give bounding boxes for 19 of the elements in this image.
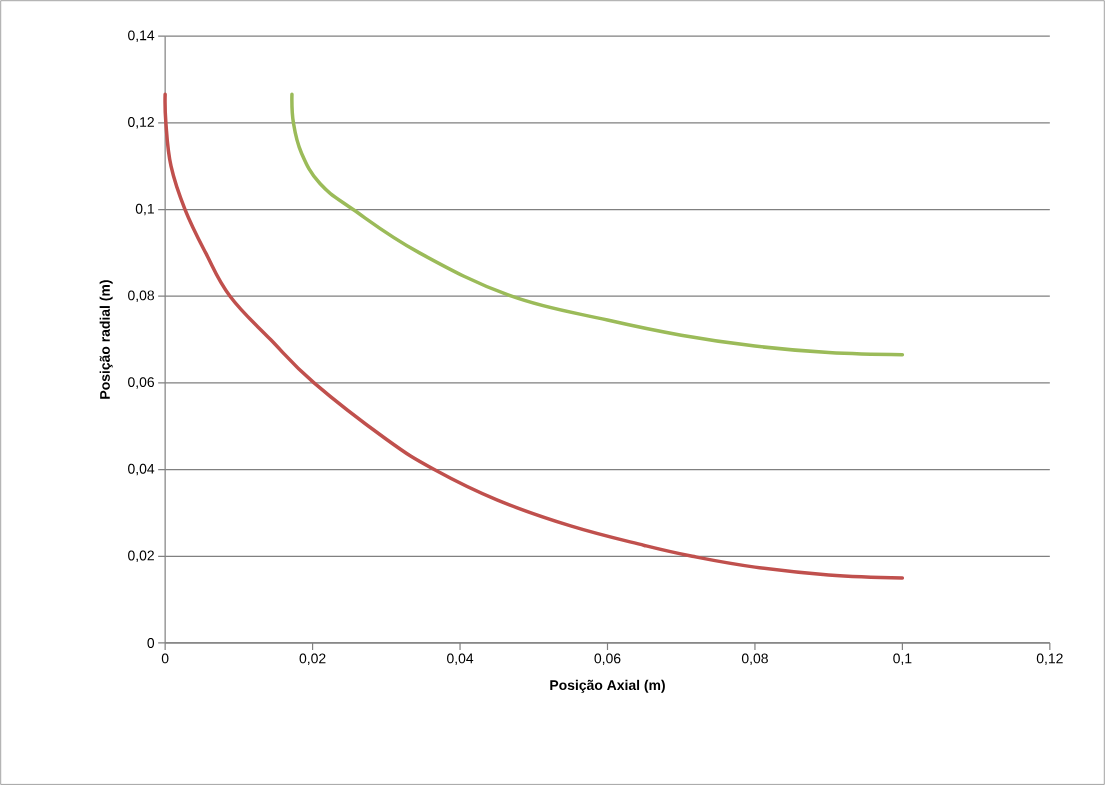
x-axis-title: Posição Axial (m) [550,679,665,693]
y-tick-label: 0,1 [135,203,154,216]
x-tick-label: 0,02 [299,653,326,665]
y-tick-label: 0,08 [128,290,155,302]
y-tick-label: 0,12 [128,117,154,129]
x-tick-label: 0,12 [1036,653,1063,665]
y-tick-label: 0,02 [128,550,154,562]
x-tick-label: 0,04 [447,653,474,665]
y-tick-label: 0,04 [128,463,155,476]
y-tick-label: 0 [147,637,155,648]
y-axis-title: Posição radial (m) [99,280,113,399]
y-tick-label: 0,14 [128,30,155,42]
x-tick-label: 0,06 [594,653,621,665]
x-tick-label: 0 [161,653,169,664]
x-tick-label: 0,1 [893,653,912,665]
x-tick-label: 0,08 [741,653,768,665]
line-series [163,92,905,580]
y-tick-label: 0,06 [128,377,155,389]
line-series [290,92,905,357]
